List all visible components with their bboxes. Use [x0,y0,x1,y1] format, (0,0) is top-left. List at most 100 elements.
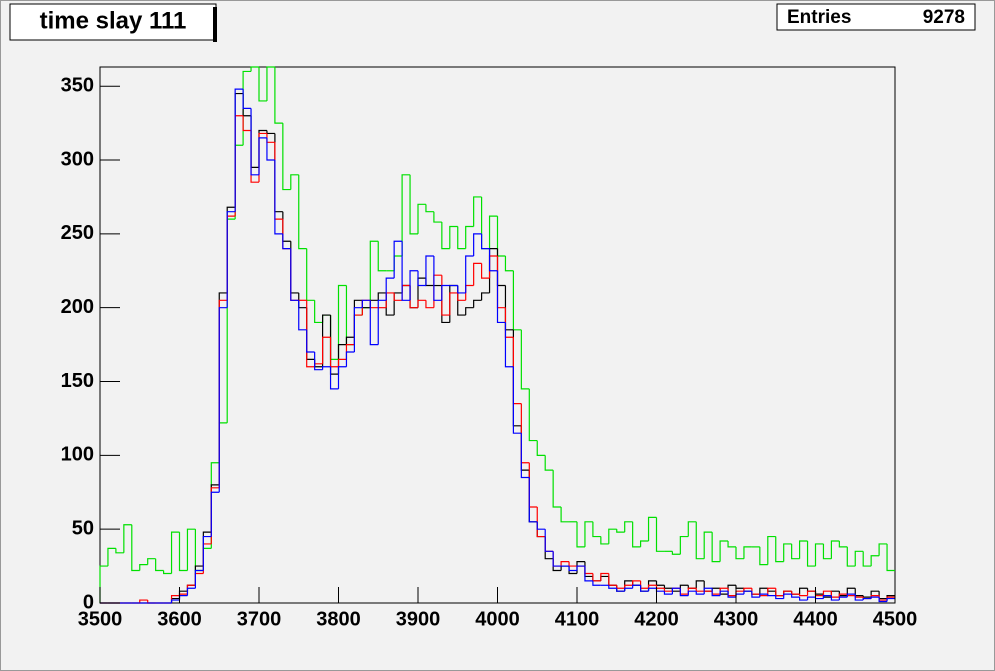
histogram-bin [846,593,856,598]
histogram-bin [250,66,259,72]
histogram-bin [306,329,315,353]
histogram-bin [552,551,562,567]
histogram-bin [520,329,530,390]
x-tick-label: 4100 [555,608,600,630]
histogram-bin [695,591,705,595]
y-tick-label: 0 [83,591,94,613]
histogram-bin [147,558,156,565]
y-tick-label: 200 [61,296,94,318]
histogram-bin [767,594,776,597]
histogram-bin [337,358,347,367]
histogram-bin [417,299,426,308]
histogram-bin [838,596,848,601]
histogram-bin [687,590,697,596]
histogram-bin [759,593,768,598]
chart-title: time slay 111 [40,7,187,34]
histogram-bin [584,521,593,547]
histogram-bin [846,546,856,567]
histogram-bin [393,240,403,279]
stats-box [776,3,976,31]
histogram-bin [401,174,411,257]
histogram-bin [345,336,355,345]
histogram-bin [791,543,800,560]
histogram-bin [242,115,252,132]
histogram-bin [385,277,395,301]
histogram-bin [393,292,403,301]
histogram-bin [616,588,625,592]
histogram-bin [520,433,530,479]
histogram-bin [504,322,514,368]
histogram-bin [719,540,729,562]
histogram-bin [632,580,641,586]
histogram-bin [799,587,808,595]
histogram-bin [337,366,347,389]
histogram-bin [457,292,466,301]
histogram-bin [457,285,466,294]
histogram-bin [465,225,474,249]
y-tick-label: 250 [61,222,94,244]
histogram-bin [218,307,228,493]
histogram-bin [353,307,363,352]
histogram-bin [576,521,585,548]
histogram-bin [703,531,713,559]
histogram-bin [329,366,339,390]
histogram-bin [870,555,880,567]
y-tick-label: 300 [61,148,94,170]
histogram-bin [473,299,482,308]
histogram-bin [830,540,840,559]
histogram-bin [488,248,498,272]
histogram-bin [751,591,760,598]
histogram-bin [178,532,188,572]
histogram-bin [377,241,387,272]
histogram-bin [512,366,522,434]
histogram-bin [640,585,649,592]
stats-label: Entries [787,7,851,28]
histogram-bin [886,597,895,602]
histogram-bin [123,524,132,553]
histogram-bin [425,204,434,213]
histogram-bin [600,572,609,581]
histogram-bin [242,89,252,109]
histogram-bin [457,226,466,250]
histogram-bin [886,543,895,572]
histogram-bin [504,256,514,272]
histogram-bin [409,174,418,235]
histogram-bin [409,270,418,301]
histogram-bin [544,529,554,552]
histogram-bin [624,584,633,589]
histogram-bin [560,507,570,523]
histogram-bin [663,591,673,595]
histogram-bin [775,595,784,600]
histogram-bin [258,137,267,175]
y-tick-label: 350 [61,74,94,96]
histogram-bin [441,284,450,301]
histogram-bin [496,270,506,324]
title-shadow [213,7,217,42]
histogram-bin [473,196,482,227]
histogram-bin [767,587,776,596]
histogram-bin [473,233,482,257]
histogram-bin [592,521,601,538]
histogram-bin [449,292,458,316]
histogram-bin [759,587,768,595]
x-tick-label: 4500 [873,608,918,630]
histogram-bin [568,566,577,572]
histogram-bin [544,455,554,471]
y-tick-label: 150 [61,370,94,392]
histogram-bin [481,292,490,301]
plot-frame [99,66,896,604]
histogram-bin [695,521,705,560]
histogram-bin [878,597,888,603]
histogram-bin [695,580,705,589]
histogram-bin [481,263,490,279]
x-tick-label: 4400 [793,608,838,630]
histogram-bin [465,307,474,316]
histogram-bin [250,108,259,176]
y-tick-label: 50 [72,517,94,539]
histogram-bin [743,590,752,595]
histogram-bin [258,67,267,102]
histogram-bin [846,587,856,596]
histogram-bin [465,255,474,293]
histogram-bin [536,507,546,538]
